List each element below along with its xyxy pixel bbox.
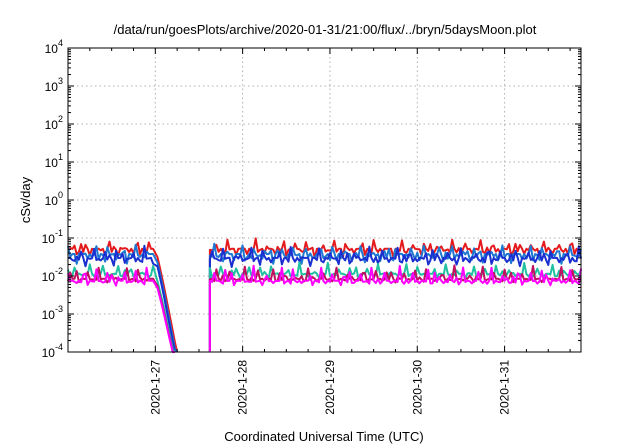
y-tick-label: 10-1 bbox=[42, 228, 63, 246]
x-tick-label: 2020-1-30 bbox=[410, 360, 424, 415]
y-axis-label: cSv/day bbox=[18, 176, 33, 223]
x-tick-label: 2020-1-27 bbox=[148, 360, 162, 415]
series-group bbox=[67, 237, 582, 353]
y-tick-label: 102 bbox=[45, 114, 63, 132]
y-tick-label: 100 bbox=[45, 190, 63, 208]
x-axis-label: Coordinated Universal Time (UTC) bbox=[224, 429, 423, 444]
y-tick-label: 10-4 bbox=[42, 342, 63, 360]
y-tick-label: 10-2 bbox=[42, 266, 63, 284]
x-tick-label: 2020-1-31 bbox=[498, 360, 512, 415]
grid-lines bbox=[68, 48, 581, 352]
series-line bbox=[68, 244, 582, 353]
series-line bbox=[67, 264, 582, 353]
x-tick-label: 2020-1-28 bbox=[236, 360, 250, 415]
y-tick-label: 103 bbox=[45, 76, 63, 94]
y-tick-label: 10-3 bbox=[42, 304, 63, 322]
chart-title: /data/run/goesPlots/archive/2020-01-31/2… bbox=[114, 22, 537, 37]
x-tick-label: 2020-1-29 bbox=[323, 360, 337, 415]
y-tick-label: 101 bbox=[45, 152, 63, 170]
y-tick-label: 104 bbox=[45, 38, 63, 56]
y-axis-ticks: 10-4 10-3 10-2 10-1 100 101 102 103 104 bbox=[42, 38, 581, 360]
x-axis-ticks: 2020-1-27 2020-1-28 2020-1-29 2020-1-30 2020… bbox=[89, 48, 571, 415]
